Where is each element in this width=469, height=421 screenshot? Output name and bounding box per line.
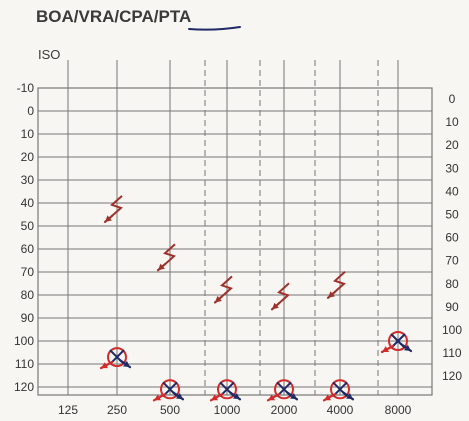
bone-conduction-bracket [333, 271, 346, 293]
air-conduction-marker [99, 347, 132, 370]
bone-no-response-arrow-head [272, 302, 279, 310]
right-ear-circle [160, 379, 180, 400]
right-ear-no-response-arrow-head [101, 362, 108, 369]
y-tick-label-left: 100 [14, 334, 34, 348]
y-tick-label-right: 80 [445, 277, 459, 291]
bone-conduction-marker [213, 275, 233, 304]
left-ear-no-response-arrow-head [233, 393, 240, 400]
y-tick-label-left: 90 [21, 311, 35, 325]
x-tick-label: 125 [58, 403, 78, 417]
y-tick-label-left: 120 [14, 380, 34, 394]
y-tick-label-left: 10 [21, 127, 35, 141]
bone-conduction-bracket [163, 243, 176, 265]
y-tick-label-right: 110 [442, 346, 461, 360]
bone-no-response-arrow-head [328, 291, 335, 298]
chart-header: BOA/VRA/CPA/PTA ISO [36, 7, 241, 62]
left-ear-no-response-arrow-head [176, 393, 183, 400]
right-ear-no-response-arrow-head [268, 394, 275, 401]
y-tick-label-right: 10 [445, 115, 459, 129]
y-tick-label-left: 50 [21, 219, 35, 233]
selected-mode-underline [188, 26, 241, 31]
air-conduction-marker [209, 379, 242, 402]
right-ear-circle [274, 379, 294, 400]
y-tick-label-right: 0 [449, 92, 456, 106]
bone-conduction-marker [270, 282, 290, 311]
y-tick-label-right: 30 [445, 161, 459, 175]
bone-no-response-arrow-head [158, 263, 165, 271]
bone-no-response-arrow-head [215, 295, 222, 303]
x-tick-label: 500 [160, 403, 180, 417]
right-ear-circle [388, 331, 408, 351]
air-conduction-marker [380, 331, 413, 354]
y-tick-label-left: 20 [21, 150, 35, 164]
y-tick-label-left: 80 [21, 288, 35, 302]
chart-marks [99, 195, 413, 402]
y-tick-label-right: 70 [445, 254, 459, 268]
tick-labels: -10 0 10 20 30 40 50 60 70 80 90 100 110 120 0 10 20 30 40… [14, 81, 462, 417]
bone-conduction-bracket [220, 275, 233, 298]
right-ear-no-response-arrow-head [211, 394, 218, 401]
bone-no-response-arrow-head [105, 215, 112, 222]
y-tick-label-left: 70 [21, 265, 35, 279]
y-tick-label-left: 60 [21, 242, 35, 256]
y-tick-label-right: 90 [445, 300, 459, 314]
air-conduction-marker [266, 379, 299, 402]
x-tick-label: 4000 [327, 403, 354, 417]
left-ear-no-response-arrow-head [290, 393, 297, 400]
x-tick-label: 250 [107, 403, 127, 417]
y-tick-label-left: 110 [15, 357, 34, 371]
y-tick-label-left: 30 [21, 173, 35, 187]
y-tick-label-right: 50 [445, 208, 459, 222]
header-modes: BOA/VRA/CPA/ [36, 7, 159, 26]
right-ear-no-response-arrow-head [324, 394, 331, 401]
bone-conduction-marker [103, 195, 123, 223]
left-ear-no-response-arrow-head [346, 393, 353, 400]
y-tick-label-right: 20 [445, 138, 459, 152]
header-selected-mode: PTA [158, 7, 191, 26]
bone-conduction-bracket [277, 282, 290, 305]
y-tick-label-right: 100 [442, 323, 462, 337]
svg-text:BOA/VRA/CPA/PTA: BOA/VRA/CPA/PTA [36, 7, 191, 26]
y-tick-label-right: 60 [445, 231, 459, 245]
left-ear-no-response-arrow-head [123, 360, 130, 368]
right-ear-circle [217, 379, 237, 400]
right-ear-no-response-arrow-head [382, 346, 389, 353]
y-tick-label-left: 0 [27, 104, 34, 118]
right-ear-no-response-arrow-head [154, 394, 161, 401]
chart-grid [37, 60, 433, 396]
right-ear-circle [107, 347, 127, 368]
bone-conduction-marker [156, 243, 176, 272]
y-tick-label-right: 40 [445, 184, 459, 198]
x-tick-label: 2000 [271, 403, 298, 417]
left-ear-no-response-arrow-head [404, 344, 411, 351]
bone-conduction-marker [326, 271, 346, 299]
bone-conduction-bracket [110, 195, 123, 217]
air-conduction-marker [152, 379, 185, 402]
y-tick-label-left: 40 [21, 196, 35, 210]
x-tick-label: 1000 [214, 403, 241, 417]
right-ear-circle [330, 379, 350, 400]
y-tick-label-left: -10 [17, 81, 35, 95]
x-tick-label: 8000 [385, 403, 412, 417]
scale-label: ISO [38, 47, 60, 62]
y-tick-label-right: 120 [442, 369, 462, 383]
air-conduction-marker [322, 379, 355, 402]
